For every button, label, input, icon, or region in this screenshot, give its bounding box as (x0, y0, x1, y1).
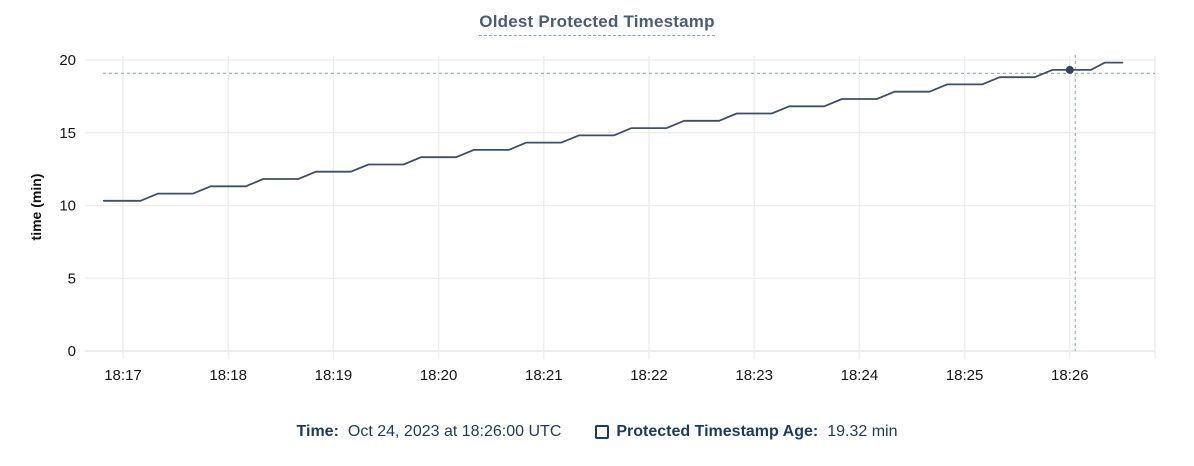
chart-title[interactable]: Oldest Protected Timestamp (479, 12, 715, 36)
legend-series-value: 19.32 min (827, 423, 898, 440)
series-line (102, 61, 1124, 202)
x-tick-label: 18:19 (315, 367, 353, 384)
tooltip-time-value: Oct 24, 2023 at 18:26:00 UTC (347, 423, 562, 440)
y-axis-title: time (min) (28, 173, 44, 241)
line-chart[interactable]: 0 5 10 15 20 18:17 18:18 18:19 18:20 18:21 18:22 18… (0, 0, 1194, 402)
x-tick-label: 18:24 (841, 367, 879, 384)
x-tick-label: 18:21 (525, 367, 563, 384)
chart-tooltip-legend: Time: Oct 24, 2023 at 18:26:00 UTC Prote… (0, 423, 1194, 441)
x-tick-label: 18:22 (630, 367, 668, 384)
tooltip-time-label: Time: (296, 423, 339, 440)
x-tick-label: 18:18 (209, 367, 247, 384)
legend-item-protected-timestamp-age[interactable]: Protected Timestamp Age: 19.32 min (595, 423, 897, 441)
x-tick-label: 18:20 (420, 367, 458, 384)
y-tick-label: 10 (59, 198, 76, 215)
x-tick-label: 18:26 (1051, 367, 1089, 384)
x-tick-label: 18:17 (104, 367, 142, 384)
x-tick-label: 18:23 (735, 367, 773, 384)
y-tick-label: 20 (59, 52, 76, 69)
legend-series-label: Protected Timestamp Age: (616, 423, 819, 440)
title-row: Oldest Protected Timestamp (0, 12, 1194, 36)
hover-point (1065, 65, 1074, 74)
legend-checkbox-icon[interactable] (595, 425, 610, 439)
y-tick-label: 0 (68, 343, 76, 360)
y-tick-label: 15 (59, 125, 76, 142)
y-tick-label: 5 (68, 270, 76, 287)
tooltip-time: Time: Oct 24, 2023 at 18:26:00 UTC (297, 423, 562, 441)
plot-area[interactable] (85, 56, 1155, 351)
x-tick-label: 18:25 (946, 367, 984, 384)
